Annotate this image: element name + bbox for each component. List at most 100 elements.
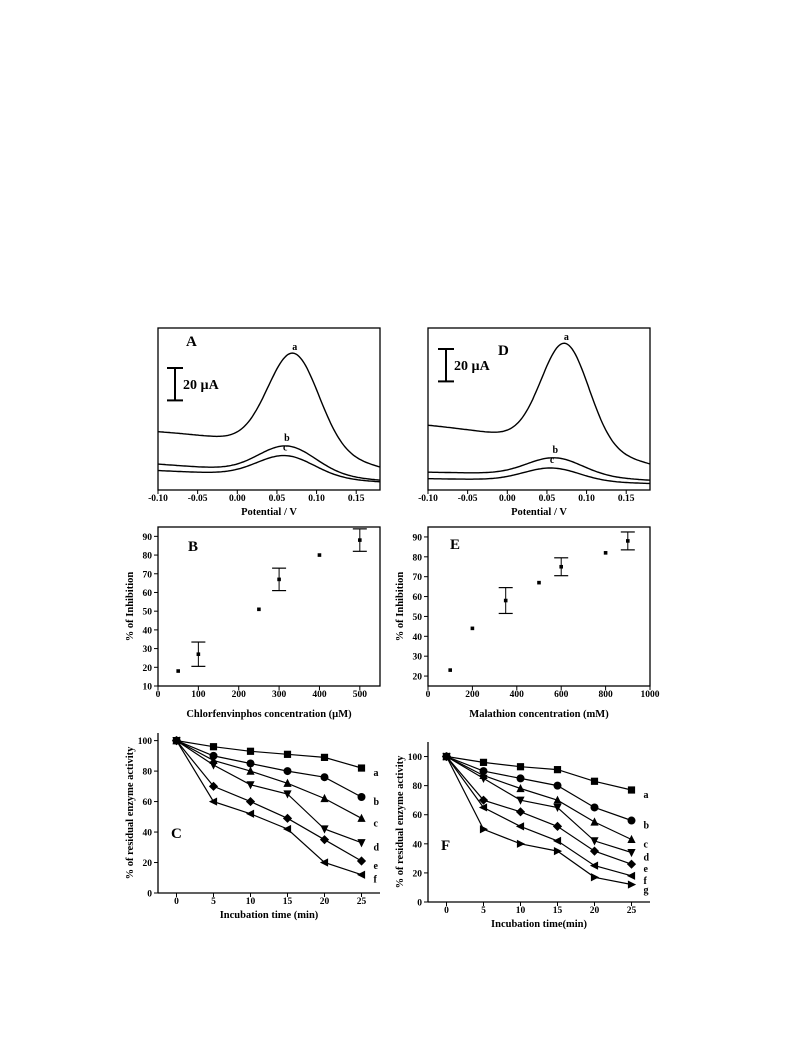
marker-triangle-down [553, 803, 562, 813]
marker-diamond [626, 859, 637, 869]
marker-circle [516, 774, 525, 783]
y-tick-label: 80 [413, 782, 423, 792]
x-tick-label: -0.10 [148, 494, 168, 504]
marker-triangle-left [319, 858, 329, 867]
x-tick-label: -0.05 [188, 494, 208, 504]
x-tick-label: 600 [554, 690, 569, 700]
marker-square [479, 758, 488, 766]
data-point [626, 539, 630, 543]
x-axis-label: Potential / V [511, 507, 567, 518]
marker-circle [357, 793, 366, 801]
marker-triangle-up [246, 766, 255, 775]
data-point [603, 551, 608, 555]
series-label: a [644, 790, 649, 801]
x-tick-label: 0 [174, 897, 179, 907]
panel-label: D [498, 343, 509, 359]
data-point [257, 607, 261, 612]
y-tick-label: 0 [147, 890, 152, 900]
marker-square [320, 753, 329, 761]
y-tick-label: 30 [143, 645, 153, 655]
series-label: g [644, 885, 649, 896]
data-point [176, 669, 180, 673]
data-point [537, 580, 541, 585]
x-axis-label: Potential / V [241, 507, 297, 518]
y-tick-label: 60 [413, 593, 423, 603]
y-tick-label: 40 [413, 840, 423, 850]
x-axis-label: Malathion concentration (mM) [469, 709, 609, 720]
panel-f: 0 5 10 15 20 25 0 20 40 60 80 100 Incubation time(mi… [395, 742, 650, 930]
x-tick-label: 800 [598, 690, 613, 700]
series-label: d [644, 853, 650, 864]
marker-triangle-left [356, 870, 366, 879]
x-tick-label: 15 [283, 897, 293, 907]
marker-diamond [356, 856, 367, 866]
marker-square [627, 786, 636, 794]
y-tick-label: 50 [143, 608, 153, 618]
marker-triangle-down [516, 796, 525, 805]
x-tick-label: 20 [590, 906, 600, 916]
series-line-a [446, 755, 632, 791]
x-axis-label: Incubation time(min) [491, 919, 587, 930]
panel-e: 0 200 400 600 800 1000 20 30 40 50 60 70 80 90 Malathi… [395, 526, 660, 720]
y-tick-label: 100 [408, 753, 423, 763]
x-tick-label: 0.05 [539, 494, 556, 504]
data-point [317, 553, 322, 557]
marker-triangle-up [320, 793, 329, 803]
y-tick-label: 70 [413, 573, 423, 583]
series-line-g [445, 756, 632, 886]
x-tick-label: 0.15 [348, 494, 365, 504]
data-point [448, 668, 452, 672]
curve-c [158, 454, 381, 483]
y-tick-label: 50 [413, 613, 423, 623]
x-tick-label: 0 [156, 690, 161, 700]
y-tick-label: 70 [143, 570, 153, 580]
panel-a: -0.10 -0.05 0.00 0.05 0.10 0.15 Potential / V A… [148, 327, 381, 518]
marker-triangle-up [283, 778, 292, 787]
x-axis-label: Chlorfenvinphos concentration (µM) [186, 709, 352, 720]
data-point [559, 564, 563, 569]
marker-triangle-left [552, 836, 562, 846]
y-tick-label: 80 [413, 553, 423, 563]
x-tick-label: 10 [516, 906, 526, 916]
marker-circle [590, 803, 599, 812]
x-tick-label: 500 [353, 690, 368, 700]
y-axis-label: % of Inhibition [395, 572, 406, 642]
x-tick-label: 1000 [641, 690, 660, 700]
x-tick-label: 0.10 [308, 494, 325, 504]
x-tick-label: 0.00 [229, 494, 246, 504]
series-label: c [374, 818, 379, 829]
panel-c: 0 5 10 15 20 25 0 20 40 60 80 100 Incubation time (m… [125, 733, 380, 921]
marker-triangle-down [246, 781, 255, 790]
marker-circle [627, 816, 636, 825]
marker-triangle-down [320, 825, 329, 834]
marker-square [209, 743, 218, 751]
marker-triangle-down [479, 774, 488, 783]
series-label: b [644, 821, 650, 832]
marker-diamond [552, 821, 563, 831]
series-line-e [176, 740, 362, 862]
marker-diamond [478, 795, 489, 805]
y-tick-label: 100 [138, 737, 153, 747]
marker-square [283, 750, 292, 758]
y-axis-label: % of residual enzyme activity [125, 746, 136, 880]
data-point [470, 626, 475, 631]
series-label: c [644, 839, 649, 850]
x-tick-label: -0.05 [458, 494, 478, 504]
y-tick-label: 0 [417, 899, 422, 909]
y-tick-label: 60 [143, 589, 153, 599]
series-line-e [446, 756, 632, 865]
marker-triangle-right [553, 846, 563, 856]
data-point [277, 577, 281, 582]
x-axis-label: Incubation time (min) [220, 910, 319, 921]
panel-b: 0 100 200 300 400 500 10 20 30 40 50 60 70 80 90 Chlorf… [125, 526, 381, 720]
plot-frame [427, 327, 651, 491]
series-line-c [446, 755, 632, 841]
curve-b [157, 445, 381, 481]
marker-triangle-up [590, 817, 599, 826]
curve-label: b [552, 445, 558, 456]
curve-label: a [564, 332, 569, 343]
marker-triangle-down [209, 761, 218, 770]
marker-triangle-down [357, 839, 366, 848]
plot-frame [157, 327, 381, 491]
